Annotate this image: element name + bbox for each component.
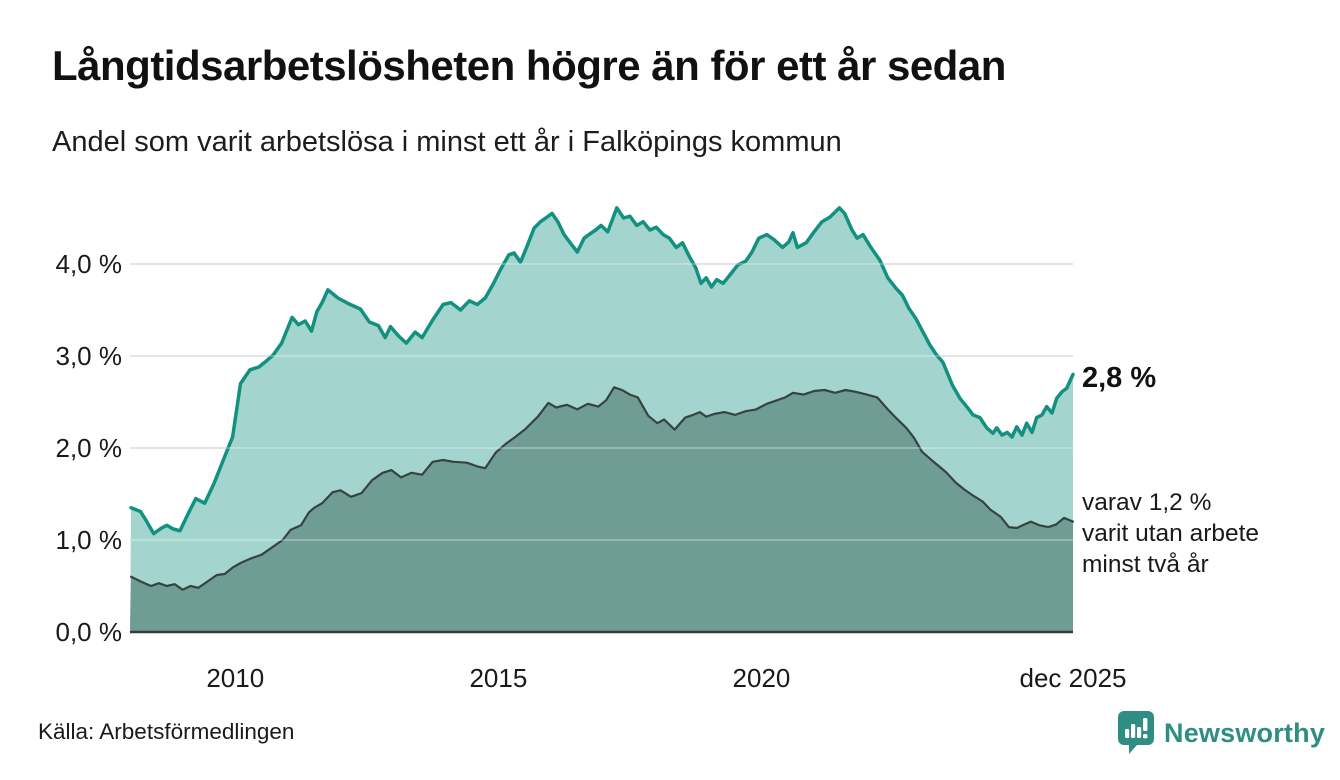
x-tick-label: 2020 [732,663,791,693]
series-area-2 [130,387,1073,632]
y-tick-label: 0,0 % [55,617,123,647]
y-tick-label: 4,0 % [55,249,123,279]
secondary-annotation-line: minst två år [1082,551,1209,578]
source-note: Källa: Arbetsförmedlingen [38,719,295,744]
newsworthy-logo-text: Newsworthy [1164,717,1326,748]
y-tick-label: 3,0 % [55,341,123,371]
secondary-annotation-line: varav 1,2 % [1082,489,1212,516]
y-tick-label: 2,0 % [55,433,123,463]
newsworthy-logo-icon [1118,711,1154,754]
latest-value-label: 2,8 % [1082,362,1157,394]
x-tick-label: 2015 [469,663,528,693]
chart-subtitle: Andel som varit arbetslösa i minst ett å… [52,126,842,158]
x-tick-label: dec 2025 [1019,663,1127,693]
secondary-annotation: varav 1,2 % varit utan arbete minst två … [1082,487,1259,580]
x-tick-label: 2010 [206,663,265,693]
y-tick-label: 1,0 % [55,525,123,555]
series-line-2 [130,386,1075,591]
series-line-1 [129,206,1075,536]
secondary-annotation-line: varit utan arbete [1082,520,1260,547]
newsworthy-brand: Newsworthy [1117,710,1325,756]
chart-title: Långtidsarbetslösheten högre än för ett … [52,42,1006,89]
